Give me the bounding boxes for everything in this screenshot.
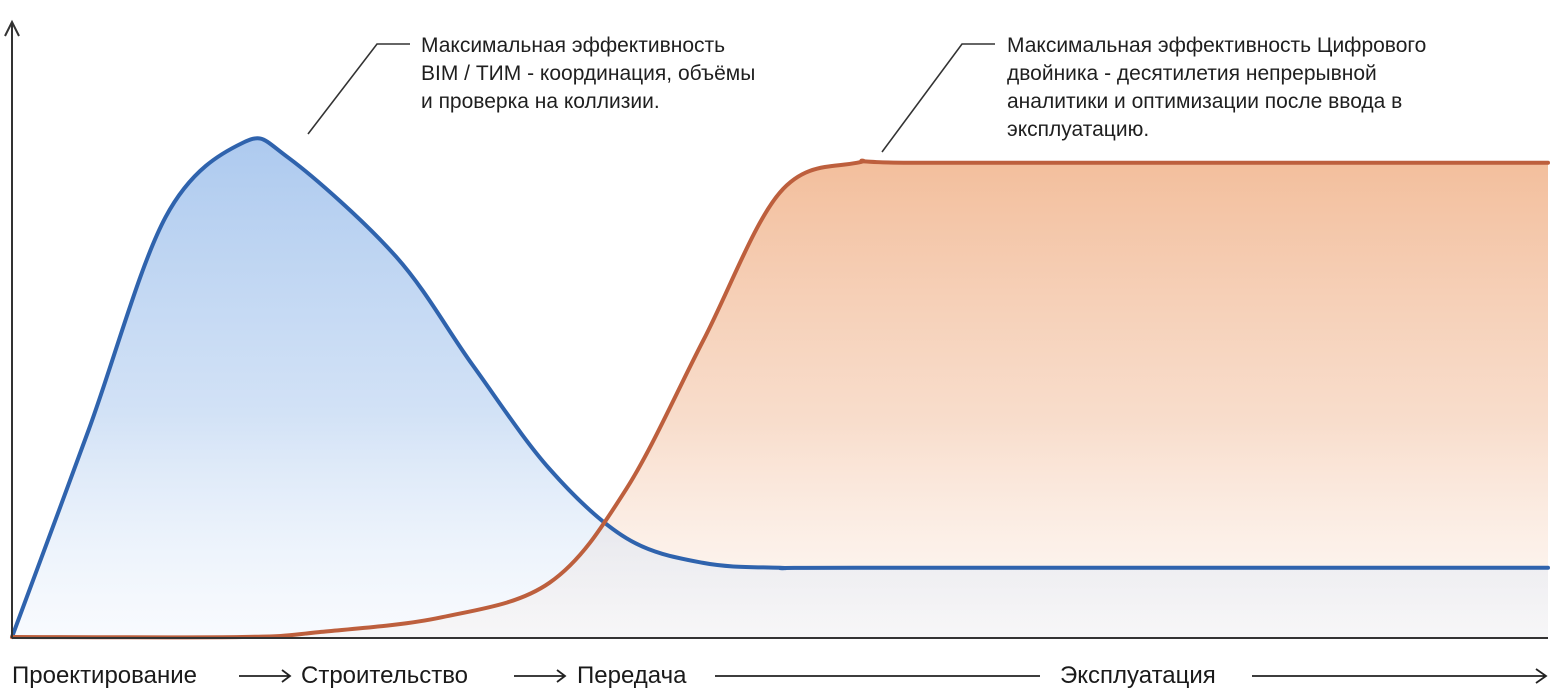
annotation-line: BIM / ТИМ - координация, объёмы xyxy=(421,62,755,85)
phase-label: Проектирование xyxy=(12,662,197,689)
y-axis-arrow-icon xyxy=(4,19,20,37)
annotation-leader-1 xyxy=(881,43,995,153)
annotation-text-0: Максимальная эффективность BIM / ТИМ - к… xyxy=(421,34,761,113)
series-area-1 xyxy=(12,160,1548,638)
annotation-line: Максимальная эффективность Цифрового xyxy=(1007,34,1426,57)
phase-label: Эксплуатация xyxy=(1060,662,1216,689)
arrow-right-icon xyxy=(239,669,292,683)
annotation-line: Максимальная эффективность xyxy=(421,34,725,57)
arrow-right-icon xyxy=(1252,668,1548,684)
annotation-line: эксплуатацию. xyxy=(1007,118,1149,141)
annotation-text-1: Максимальная эффективность Цифрового дво… xyxy=(1007,34,1432,141)
series-line-1 xyxy=(10,158,1550,640)
arrow-right-icon xyxy=(514,669,567,683)
series-lines xyxy=(10,136,1550,640)
phase-label: Строительство xyxy=(301,662,468,689)
series-area-0 xyxy=(12,138,1548,637)
annotation-line: двойника - десятилетия непрерывной xyxy=(1007,62,1377,85)
annotation-line: и проверка на коллизии. xyxy=(421,90,660,113)
area-fills xyxy=(12,138,1548,638)
series-line-0 xyxy=(10,136,1550,639)
phase-label: Передача xyxy=(577,662,687,689)
annotation-leader-0 xyxy=(307,43,410,135)
annotation-line: аналитики и оптимизации после ввода в xyxy=(1007,90,1402,113)
